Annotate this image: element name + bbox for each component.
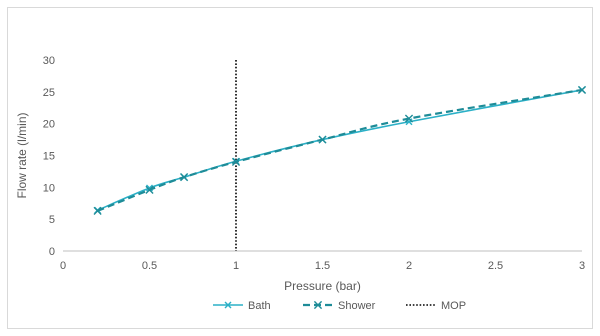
- data-point-shower: [318, 135, 327, 144]
- data-point-shower: [145, 185, 154, 194]
- y-tick-label: 5: [49, 214, 55, 226]
- marker-stroke: [231, 157, 241, 166]
- y-axis-title: Flow rate (l/min): [15, 112, 29, 198]
- marker-stroke: [577, 85, 587, 95]
- x-tick-label: 2.5: [488, 260, 503, 272]
- y-tick-label: 30: [43, 55, 55, 67]
- series-group: [93, 85, 587, 215]
- series-line-shower: [97, 88, 583, 212]
- marker-stroke: [224, 301, 232, 309]
- x-tick-label: 0.5: [142, 260, 157, 272]
- y-tick-label: 15: [43, 151, 55, 163]
- marker-stroke: [318, 135, 327, 144]
- legend-label-bath: Bath: [248, 300, 271, 312]
- y-tick-label: 25: [43, 87, 55, 99]
- legend-marker-bath: [224, 301, 232, 309]
- legend-label-mop: MOP: [441, 300, 466, 312]
- y-axis-ticks: 0 5 10 15 20 25 30: [43, 55, 55, 258]
- x-axis-ticks: 0 0.5 1 1.5 2 2.5 3: [60, 260, 585, 272]
- data-point-shower: [93, 206, 102, 215]
- x-tick-label: 1: [233, 260, 239, 272]
- x-tick-label: 1.5: [315, 260, 330, 272]
- legend-label-shower: Shower: [338, 300, 376, 312]
- line-chart: 0 5 10 15 20 25 30 0 0.5 1 1.5 2 2.5 3 Pressure (bar…: [15, 55, 587, 312]
- y-tick-label: 20: [43, 119, 55, 131]
- marker-stroke: [404, 114, 414, 123]
- chart-area: 0 5 10 15 20 25 30 0 0.5 1 1.5 2 2.5 3 Pressure (bar…: [7, 7, 593, 329]
- legend-marker-shower: [313, 300, 323, 310]
- series-line-bath: [97, 89, 583, 211]
- x-tick-label: 3: [579, 260, 585, 272]
- x-axis-title: Pressure (bar): [284, 279, 361, 293]
- marker-stroke: [180, 173, 189, 182]
- data-point-shower: [231, 157, 241, 166]
- marker-stroke: [313, 300, 323, 310]
- x-tick-label: 2: [406, 260, 412, 272]
- y-tick-label: 10: [43, 182, 55, 194]
- y-tick-label: 0: [49, 246, 55, 258]
- marker-stroke: [93, 206, 102, 215]
- data-point-shower: [404, 114, 414, 123]
- data-point-shower: [577, 85, 587, 95]
- marker-stroke: [146, 184, 153, 192]
- marker-stroke: [145, 185, 154, 194]
- legend: Bath Shower MOP: [213, 300, 466, 312]
- data-point-shower: [180, 173, 189, 182]
- x-tick-label: 0: [60, 260, 66, 272]
